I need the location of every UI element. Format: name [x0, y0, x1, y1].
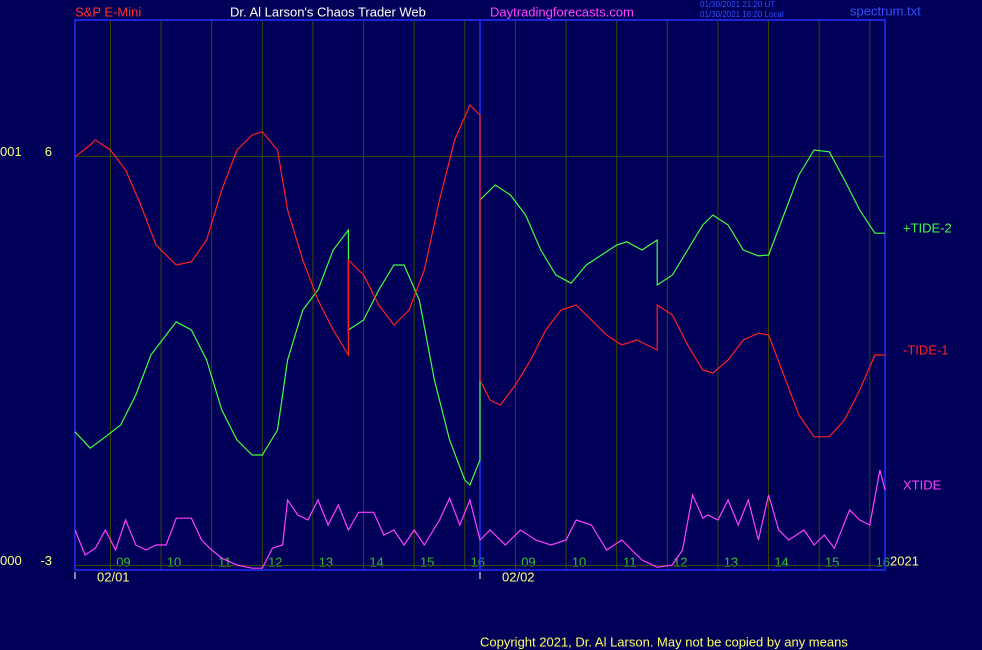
plot-border — [74, 19, 886, 571]
date-label: 02/01 — [97, 569, 130, 584]
x-tick-label: 14 — [369, 554, 383, 569]
y-tick-label: -3 — [40, 553, 52, 568]
x-tick-label: 10 — [167, 554, 181, 569]
website: Daytradingforecasts.com — [490, 4, 634, 19]
y-side-label: 000 — [0, 553, 22, 568]
x-tick-label: 13 — [319, 554, 333, 569]
y-tick-label: 6 — [45, 144, 52, 159]
file-name: spectrum.txt — [850, 3, 921, 18]
y-side-label: 001 — [0, 144, 22, 159]
date-label: 02/02 — [502, 569, 535, 584]
x-tick-label: 09 — [521, 554, 535, 569]
x-tick-label: 12 — [268, 554, 282, 569]
timestamp: 01/30/2021 21:20 UT — [700, 0, 775, 9]
legend-label: -TIDE-1 — [903, 342, 949, 357]
copyright: Copyright 2021, Dr. Al Larson. May not b… — [480, 634, 848, 649]
x-tick-label: 15 — [420, 554, 434, 569]
x-tick-label: 12 — [673, 554, 687, 569]
series-line — [74, 103, 885, 438]
instrument: S&P E-Mini — [75, 4, 141, 19]
chart-title: Dr. Al Larson's Chaos Trader Web — [230, 4, 426, 19]
x-tick-label: 16 — [471, 554, 485, 569]
x-tick-label: 15 — [825, 554, 839, 569]
x-tick-label: 09 — [116, 554, 130, 569]
series-line — [74, 149, 885, 487]
legend-label: +TIDE-2 — [903, 221, 952, 236]
year-label: 2021 — [890, 553, 919, 568]
timestamp: 01/30/2021 16:20 Local — [700, 10, 784, 19]
x-tick-label: 14 — [774, 554, 788, 569]
x-tick-label: 11 — [623, 554, 637, 569]
x-tick-label: 10 — [572, 554, 586, 569]
legend-label: XTIDE — [903, 477, 942, 492]
x-tick-label: 16 — [876, 554, 890, 569]
series-line — [74, 469, 886, 569]
x-tick-label: 13 — [724, 554, 738, 569]
